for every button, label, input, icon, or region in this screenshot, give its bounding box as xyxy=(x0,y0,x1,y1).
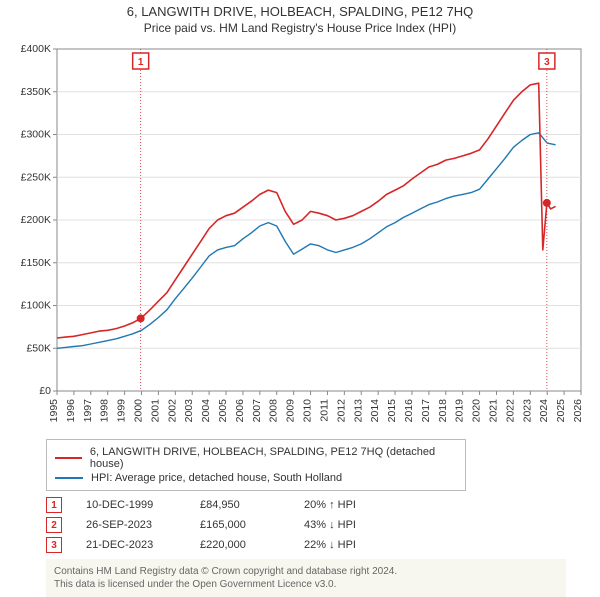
svg-text:2005: 2005 xyxy=(217,399,229,423)
svg-text:2009: 2009 xyxy=(285,399,297,423)
svg-text:£100K: £100K xyxy=(21,300,51,312)
svg-text:1999: 1999 xyxy=(116,399,128,423)
attribution-line: This data is licensed under the Open Gov… xyxy=(54,578,558,591)
svg-text:£400K: £400K xyxy=(21,43,51,55)
transaction-diff: 20% ↑ HPI xyxy=(304,499,404,511)
svg-text:1995: 1995 xyxy=(48,399,60,423)
legend: 6, LANGWITH DRIVE, HOLBEACH, SPALDING, P… xyxy=(46,439,466,491)
svg-text:£250K: £250K xyxy=(21,171,51,183)
svg-text:2022: 2022 xyxy=(504,399,516,423)
legend-item: HPI: Average price, detached house, Sout… xyxy=(55,472,457,484)
svg-text:2014: 2014 xyxy=(369,399,381,423)
svg-text:£300K: £300K xyxy=(21,129,51,141)
transaction-date: 26-SEP-2023 xyxy=(86,519,176,531)
svg-text:2004: 2004 xyxy=(200,399,212,423)
svg-text:2021: 2021 xyxy=(487,399,499,423)
transactions-table: 1 10-DEC-1999 £84,950 20% ↑ HPI 2 26-SEP-2023… xyxy=(46,497,588,553)
svg-text:1: 1 xyxy=(138,57,144,68)
transaction-marker-icon: 2 xyxy=(46,517,62,533)
attribution: Contains HM Land Registry data © Crown c… xyxy=(46,559,566,597)
svg-text:2020: 2020 xyxy=(471,399,483,423)
svg-text:2010: 2010 xyxy=(302,399,314,423)
transaction-price: £84,950 xyxy=(200,499,280,511)
svg-text:2013: 2013 xyxy=(352,399,364,423)
svg-text:2023: 2023 xyxy=(521,399,533,423)
svg-text:2000: 2000 xyxy=(133,399,145,423)
svg-text:2007: 2007 xyxy=(251,399,263,423)
svg-text:2025: 2025 xyxy=(555,399,567,423)
legend-swatch xyxy=(55,477,83,479)
svg-text:2018: 2018 xyxy=(437,399,449,423)
svg-text:1998: 1998 xyxy=(99,399,111,423)
svg-text:2017: 2017 xyxy=(420,399,432,423)
svg-text:2011: 2011 xyxy=(318,399,330,422)
transaction-diff: 43% ↓ HPI xyxy=(304,519,404,531)
transaction-date: 21-DEC-2023 xyxy=(86,539,176,551)
svg-text:2024: 2024 xyxy=(538,399,550,423)
svg-text:1997: 1997 xyxy=(82,399,94,423)
transaction-price: £165,000 xyxy=(200,519,280,531)
transaction-row: 2 26-SEP-2023 £165,000 43% ↓ HPI xyxy=(46,517,588,533)
svg-text:1996: 1996 xyxy=(65,399,77,423)
transaction-marker-icon: 3 xyxy=(46,537,62,553)
svg-text:£0: £0 xyxy=(39,385,51,397)
svg-text:2003: 2003 xyxy=(183,399,195,423)
legend-label: 6, LANGWITH DRIVE, HOLBEACH, SPALDING, P… xyxy=(90,446,457,470)
svg-text:2006: 2006 xyxy=(234,399,246,423)
svg-text:£200K: £200K xyxy=(21,214,51,226)
svg-text:£150K: £150K xyxy=(21,257,51,269)
svg-text:3: 3 xyxy=(544,57,550,68)
page-subtitle: Price paid vs. HM Land Registry's House … xyxy=(0,21,600,35)
transaction-row: 3 21-DEC-2023 £220,000 22% ↓ HPI xyxy=(46,537,588,553)
page-title: 6, LANGWITH DRIVE, HOLBEACH, SPALDING, P… xyxy=(0,4,600,19)
legend-item: 6, LANGWITH DRIVE, HOLBEACH, SPALDING, P… xyxy=(55,446,457,470)
svg-text:2019: 2019 xyxy=(454,399,466,423)
transaction-row: 1 10-DEC-1999 £84,950 20% ↑ HPI xyxy=(46,497,588,513)
svg-text:2008: 2008 xyxy=(268,399,280,423)
svg-text:2016: 2016 xyxy=(403,399,415,423)
transaction-diff: 22% ↓ HPI xyxy=(304,539,404,551)
svg-text:2015: 2015 xyxy=(386,399,398,423)
legend-label: HPI: Average price, detached house, Sout… xyxy=(91,472,342,484)
transaction-price: £220,000 xyxy=(200,539,280,551)
attribution-line: Contains HM Land Registry data © Crown c… xyxy=(54,565,558,578)
price-chart: £0 £50K £100K £150K £200K £250K £300K £350K £400… xyxy=(11,41,589,431)
svg-text:2012: 2012 xyxy=(335,399,347,423)
transaction-marker-icon: 1 xyxy=(46,497,62,513)
legend-swatch xyxy=(55,457,82,459)
svg-text:£50K: £50K xyxy=(26,342,51,354)
svg-text:2026: 2026 xyxy=(572,399,584,423)
transaction-date: 10-DEC-1999 xyxy=(86,499,176,511)
svg-text:£350K: £350K xyxy=(21,86,51,98)
svg-text:2002: 2002 xyxy=(166,399,178,423)
svg-text:2001: 2001 xyxy=(149,399,161,423)
